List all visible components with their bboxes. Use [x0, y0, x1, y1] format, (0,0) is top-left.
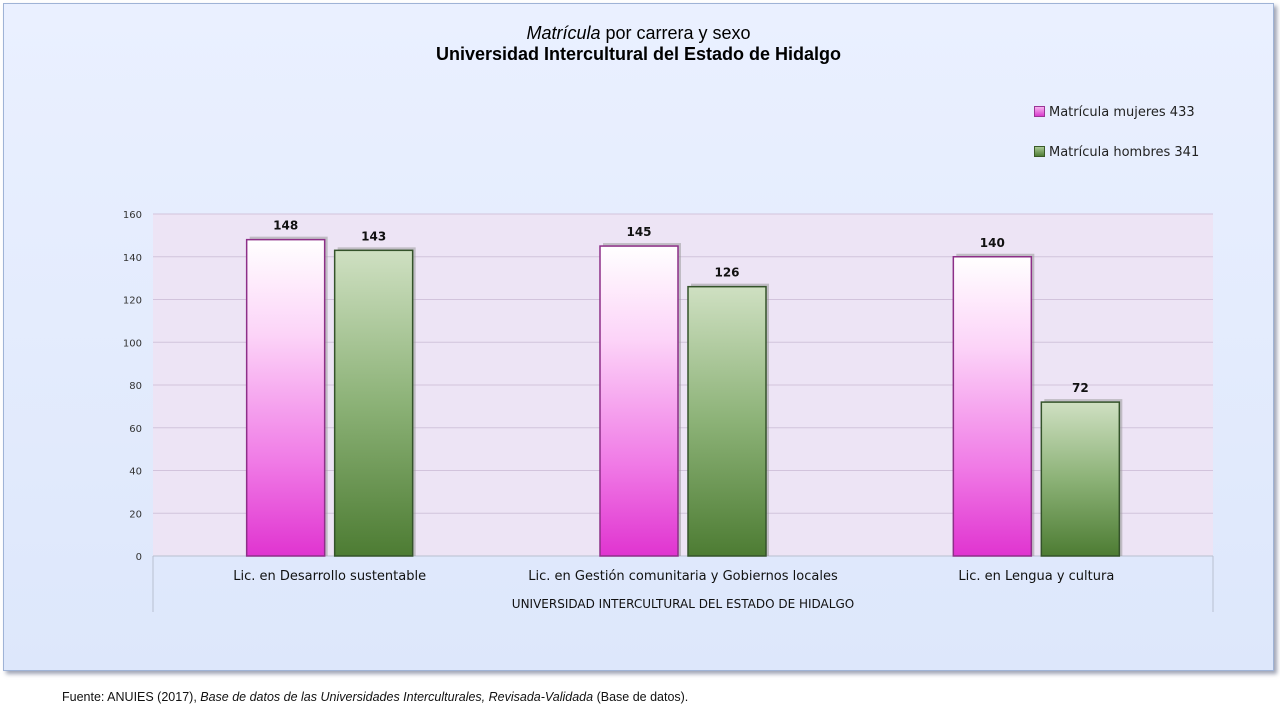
bar — [1040, 401, 1121, 557]
y-tick-label: 100 — [123, 338, 142, 349]
x-category-label: Lic. en Desarrollo sustentable — [233, 569, 426, 584]
source-note: Fuente: ANUIES (2017), Base de datos de … — [62, 690, 688, 704]
x-category-label: Lic. en Lengua y cultura — [958, 569, 1114, 584]
y-tick-label: 140 — [123, 253, 142, 264]
legend-swatch-men — [1034, 146, 1045, 157]
bar — [952, 256, 1033, 557]
data-label: 143 — [361, 229, 386, 243]
y-tick-label: 120 — [123, 296, 142, 307]
data-label: 72 — [1072, 381, 1089, 395]
data-label: 140 — [980, 236, 1005, 250]
source-suffix: (Base de datos). — [593, 690, 689, 704]
chart-title-rest: por carrera y sexo — [600, 23, 751, 43]
legend-label-men: Matrícula hombres 341 — [1049, 145, 1200, 160]
y-tick-label: 80 — [129, 381, 142, 392]
bar — [333, 249, 414, 557]
data-label: 126 — [714, 266, 739, 280]
data-label: 145 — [626, 225, 651, 239]
bar — [599, 245, 679, 557]
legend-swatch-women — [1034, 106, 1045, 117]
y-tick-label: 0 — [136, 552, 142, 563]
legend-item-women: Matrícula mujeres 433 — [1034, 105, 1195, 120]
x-category-label: Lic. en Gestión comunitaria y Gobiernos … — [528, 569, 838, 584]
bar — [687, 285, 767, 557]
data-label: 148 — [273, 219, 298, 233]
source-title: Base de datos de las Universidades Inter… — [200, 690, 594, 704]
bar — [245, 238, 326, 557]
y-tick-label: 160 — [123, 210, 142, 221]
legend-label-women: Matrícula mujeres 433 — [1049, 105, 1195, 120]
legend-item-men: Matrícula hombres 341 — [1034, 145, 1199, 160]
x-group-label: UNIVERSIDAD INTERCULTURAL DEL ESTADO DE … — [512, 597, 854, 611]
y-tick-label: 40 — [129, 467, 142, 478]
chart-title-italic: Matrícula — [526, 23, 601, 43]
y-tick-label: 20 — [129, 509, 142, 520]
y-tick-label: 60 — [129, 424, 142, 435]
chart-subtitle: Universidad Intercultural del Estado de … — [435, 44, 842, 64]
source-prefix: Fuente: ANUIES (2017), — [62, 690, 201, 704]
chart-title: Matrícula por carrera y sexo — [4, 23, 1273, 44]
